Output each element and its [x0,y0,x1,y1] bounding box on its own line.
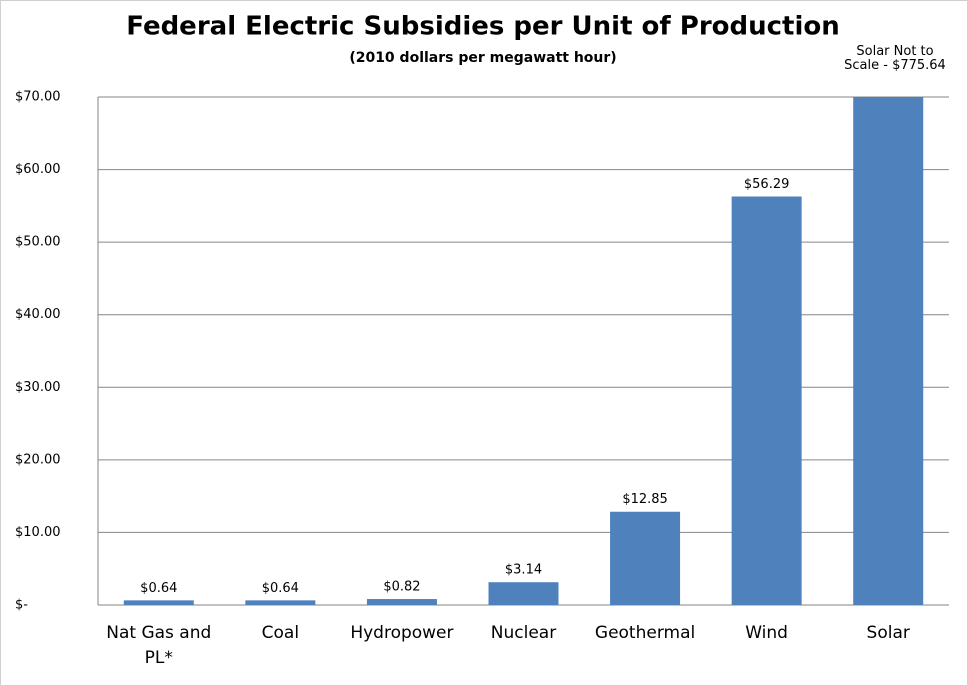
x-tick-label: Solar [866,623,910,643]
bars [123,97,924,605]
plot-area: $- $10.00 $20.00 $30.00 $40.00 $50.00 $60.00 $7… [15,90,949,613]
bar [123,600,194,605]
value-label: $3.14 [505,563,542,578]
annotation: Solar Not to Scale - $775.64 [844,44,946,73]
value-label: $0.64 [140,581,177,596]
bar [245,600,316,605]
bar [853,97,924,605]
value-label: $56.29 [744,177,790,192]
x-tick-label: Nat Gas and PL* [106,623,212,668]
y-tick-label: $60.00 [15,162,61,177]
chart-subtitle: (2010 dollars per megawatt hour) [349,50,616,66]
bar [366,599,437,605]
y-tick-label: $- [15,598,28,613]
y-tick-label: $70.00 [15,90,61,105]
value-label: $0.82 [383,580,420,595]
bar [610,511,681,605]
x-tick-label: Nuclear [490,623,557,643]
x-tick-label: Coal [261,623,300,643]
value-label: $12.85 [622,492,668,507]
chart-title: Federal Electric Subsidies per Unit of P… [126,12,840,42]
x-tick-label: Wind [745,623,788,643]
bar [488,582,559,605]
y-tick-label: $30.00 [15,380,61,395]
x-tick-label: Geothermal [594,623,696,643]
y-tick-label: $20.00 [15,452,61,467]
y-tick-label: $10.00 [15,525,61,540]
y-tick-label: $50.00 [15,235,61,250]
x-tick-label: Hydropower [350,623,454,643]
y-tick-label: $40.00 [15,307,61,322]
bar [731,196,802,605]
value-label: $0.64 [262,581,299,596]
